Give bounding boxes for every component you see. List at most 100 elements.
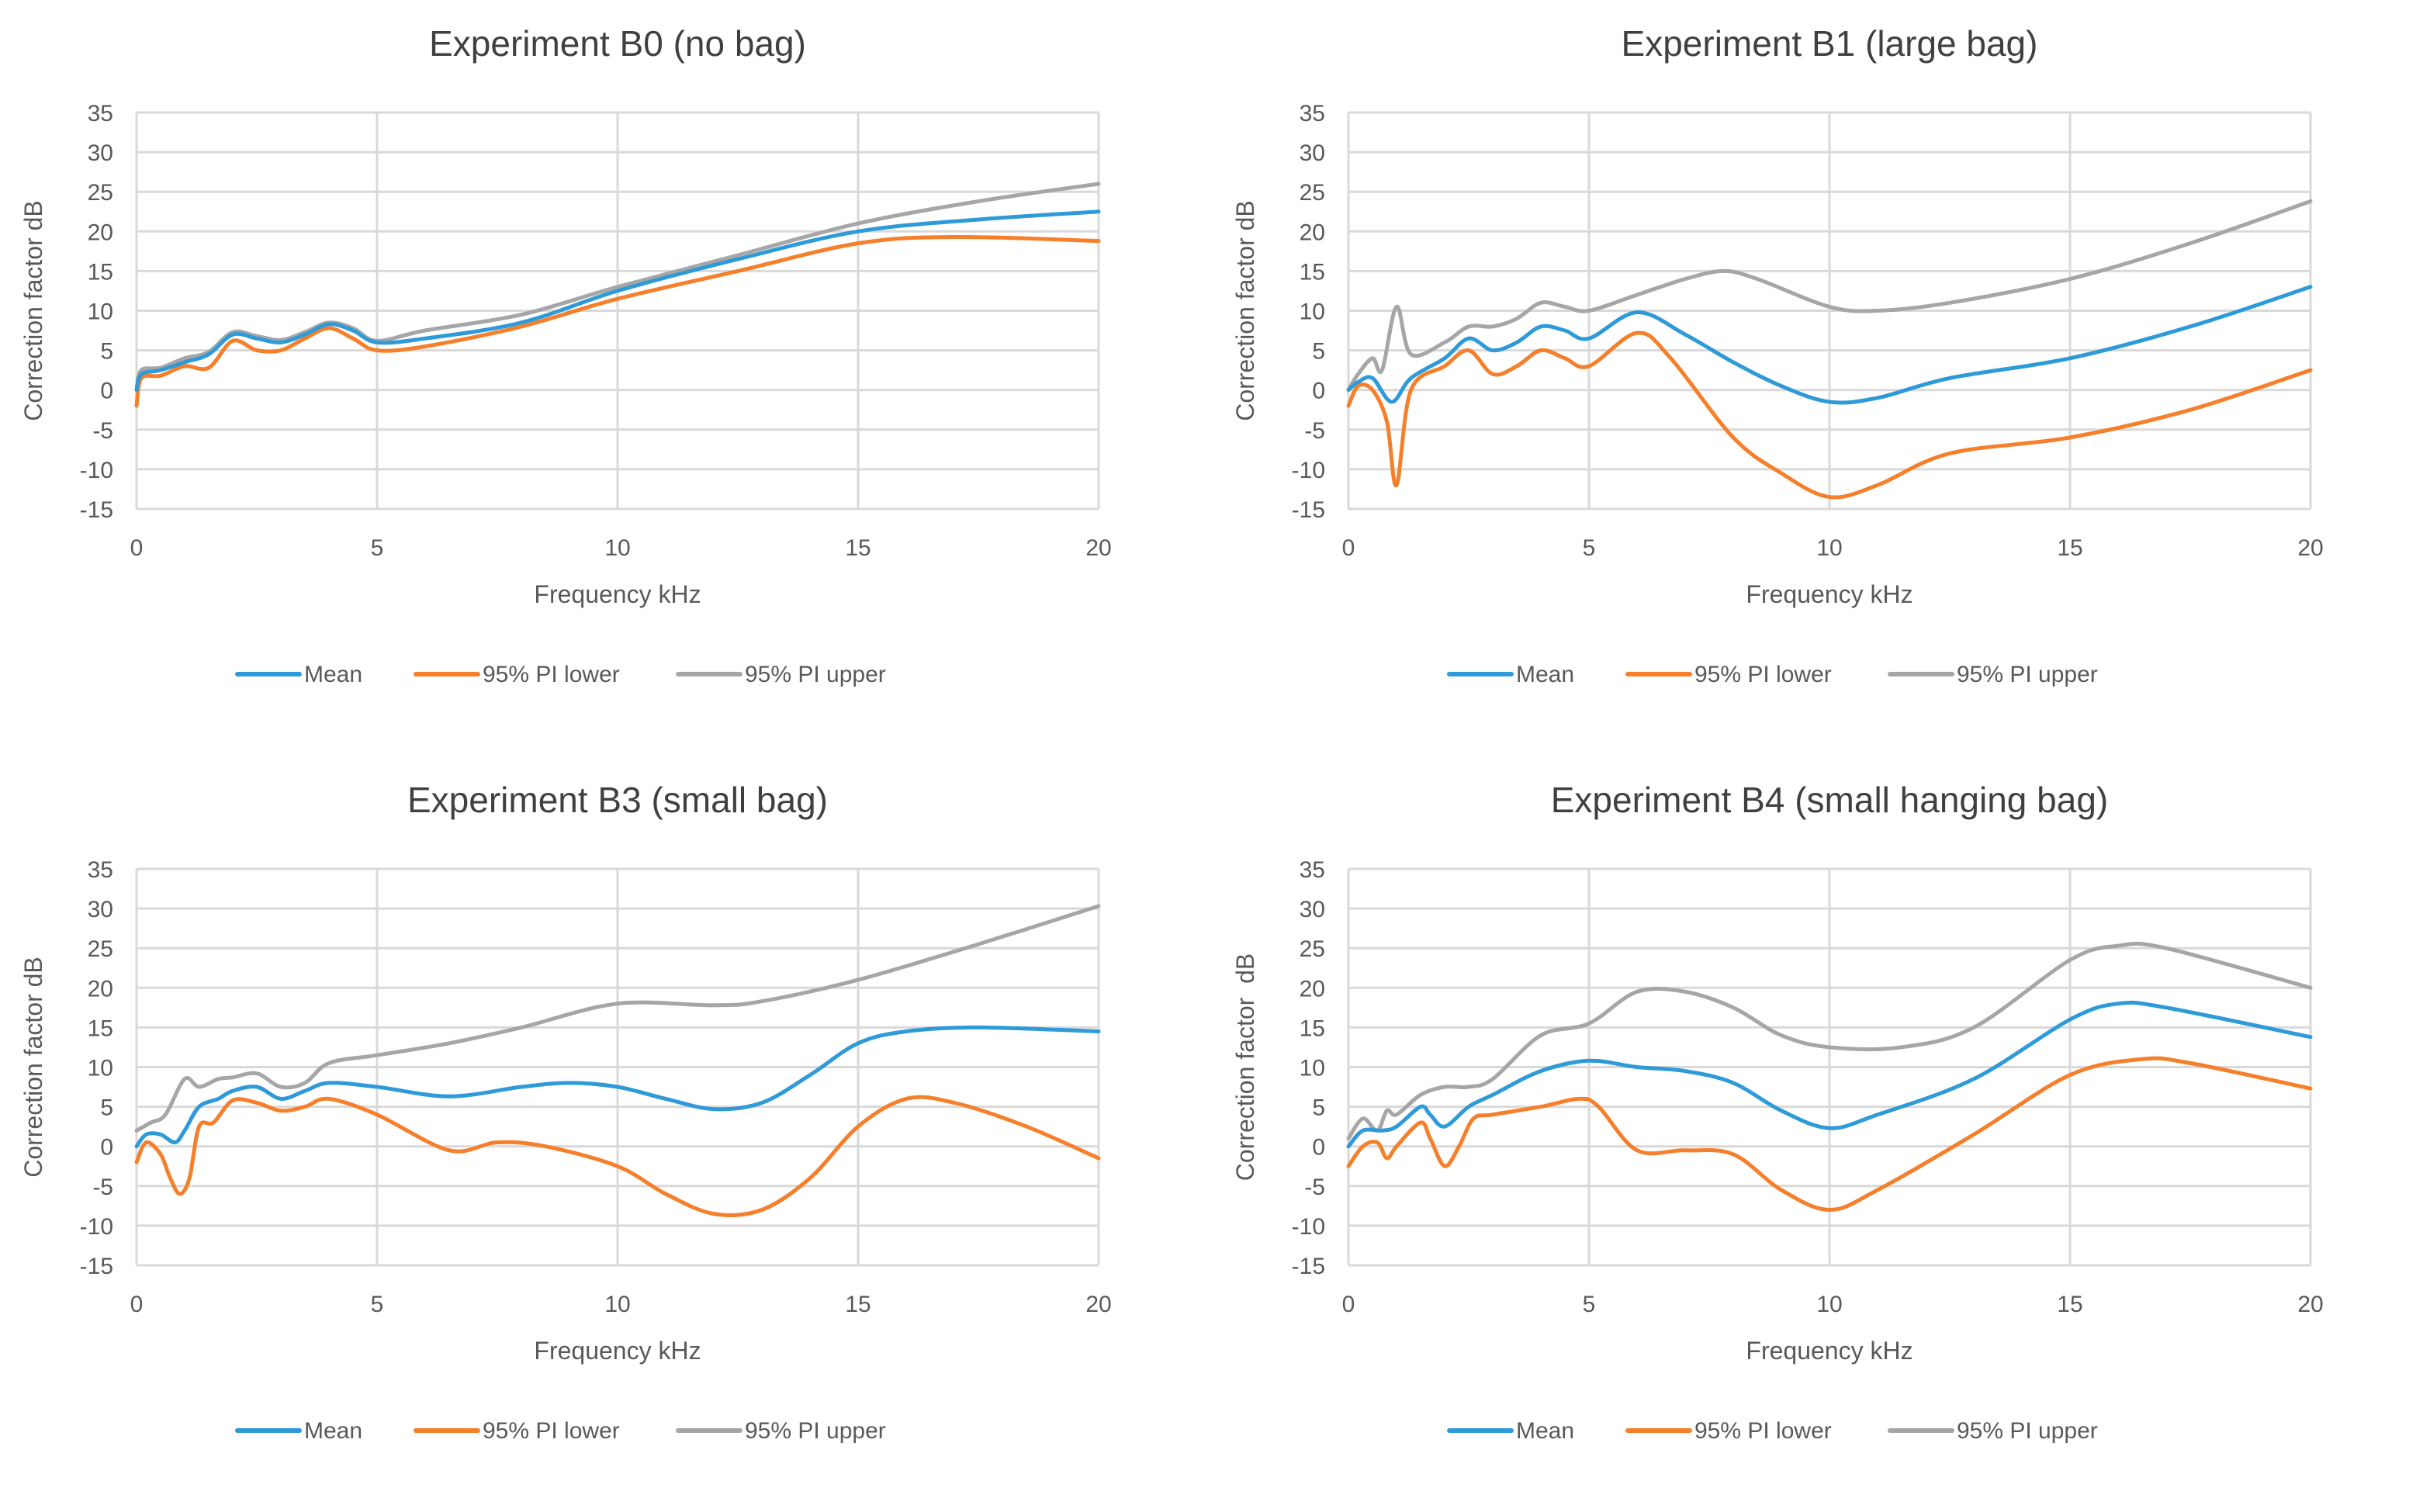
legend-label: 95% PI lower [483, 1418, 620, 1444]
legend-item-95-pi-lower: 95% PI lower [1625, 1418, 1832, 1444]
legend-label: 95% PI upper [1957, 662, 2098, 687]
y-tick-label: 30 [1300, 897, 1325, 922]
x-tick-label: 20 [1085, 1292, 1111, 1317]
y-tick-label: 5 [1312, 339, 1325, 365]
x-tick-label: 5 [371, 1292, 384, 1317]
y-tick-label: 0 [1312, 1135, 1325, 1161]
chart-b4-svg: Experiment B4 (small hanging bag) -15 -10 -… [1231, 780, 2324, 1444]
y-tick-label: 5 [100, 339, 113, 365]
y-tick-label: 25 [1300, 180, 1325, 206]
series-line-95-pi-upper [1346, 941, 2313, 1140]
y-tick-label: -5 [92, 1175, 113, 1200]
x-axis-label: Frequency kHz [534, 580, 701, 608]
y-axis-label: Correction factor dB [1231, 953, 1259, 1181]
y-tick-label: 20 [88, 220, 113, 245]
chart-b0-svg: Experiment B0 (no bag) -15 -10 -5 0 5 10 15 20 25… [19, 23, 1112, 687]
y-axis-label: Correction factor dB [1231, 200, 1259, 421]
y-tick-label: -15 [1292, 497, 1325, 523]
y-tick-label: 35 [1300, 101, 1325, 126]
legend-label: Mean [1516, 662, 1574, 687]
y-tick-label: 15 [88, 259, 113, 285]
series-line-mean [1346, 285, 2313, 405]
y-tick-label: 20 [1300, 976, 1325, 1002]
y-tick-label: 0 [100, 1135, 113, 1161]
x-tick-label: 0 [130, 1292, 144, 1317]
series-line-mean [134, 209, 1101, 393]
legend-item-mean: Mean [1447, 662, 1574, 687]
series-line-95-pi-lower [1346, 330, 2313, 500]
legend-item-95-pi-upper: 95% PI upper [1888, 1418, 2098, 1444]
chart-title: Experiment B0 (no bag) [429, 23, 806, 64]
legend-label: Mean [304, 662, 362, 687]
x-tick-label: 0 [1342, 1292, 1355, 1317]
y-tick-label: 25 [88, 936, 113, 962]
y-tick-label: -15 [80, 497, 113, 523]
x-tick-label: 15 [845, 535, 871, 561]
x-tick-label: 10 [1816, 1292, 1842, 1317]
legend-item-95-pi-lower: 95% PI lower [1625, 662, 1832, 687]
x-tick-label: 20 [2297, 1292, 2323, 1317]
x-axis-label: Frequency kHz [1746, 1337, 1912, 1365]
legend-item-95-pi-upper: 95% PI upper [676, 662, 886, 687]
y-tick-label: -10 [80, 1214, 113, 1240]
legend-label: 95% PI lower [1694, 1418, 1832, 1444]
y-tick-label: 10 [1300, 1056, 1325, 1081]
x-tick-label: 10 [604, 1292, 630, 1317]
series-line-mean [134, 1025, 1101, 1149]
y-tick-label: -5 [1304, 1175, 1325, 1200]
y-tick-label: 15 [1300, 259, 1325, 285]
chart-b3-panel: Experiment B3 (small bag) -15 -10 -5 0 5 10 15 2… [0, 756, 1211, 1512]
x-tick-label: 15 [845, 1292, 871, 1317]
legend-item-mean: Mean [235, 1418, 362, 1444]
chart-b0-panel: Experiment B0 (no bag) -15 -10 -5 0 5 10 15 20 25… [0, 0, 1211, 756]
legend-item-mean: Mean [1447, 1418, 1574, 1444]
y-tick-label: 35 [88, 857, 113, 883]
series-line-95-pi-lower [1346, 1056, 2313, 1212]
x-tick-label: 0 [130, 535, 144, 561]
x-tick-label: 10 [1816, 535, 1842, 561]
y-axis-label: Correction factor dB [19, 200, 47, 421]
x-tick-label: 0 [1342, 535, 1355, 561]
legend-label: Mean [1516, 1418, 1574, 1444]
y-tick-label: -15 [1292, 1254, 1325, 1279]
x-tick-label: 15 [2057, 1292, 2082, 1317]
y-tick-label: 5 [1312, 1095, 1325, 1121]
legend-item-mean: Mean [235, 662, 362, 687]
x-tick-label: 5 [1583, 535, 1596, 561]
y-tick-label: -10 [80, 458, 113, 483]
y-tick-label: 20 [88, 976, 113, 1002]
chart-title: Experiment B4 (small hanging bag) [1551, 780, 2108, 820]
y-tick-label: 25 [1300, 936, 1325, 962]
y-tick-label: -15 [80, 1254, 113, 1279]
y-tick-label: -5 [1304, 418, 1325, 444]
x-tick-label: 20 [1085, 535, 1111, 561]
y-tick-label: 15 [1300, 1015, 1325, 1041]
legend-label: 95% PI upper [745, 662, 886, 687]
x-axis-label: Frequency kHz [534, 1337, 701, 1365]
series-line-95-pi-lower [134, 1095, 1101, 1217]
x-axis-label: Frequency kHz [1746, 580, 1912, 608]
y-tick-label: 35 [88, 101, 113, 126]
y-tick-label: -5 [92, 418, 113, 444]
chart-b1-panel: Experiment B1 (large bag) -15 -10 -5 0 5 10 15 2… [1212, 0, 2423, 756]
y-tick-label: -10 [1292, 1214, 1325, 1240]
x-tick-label: 5 [371, 535, 384, 561]
y-tick-label: 35 [1300, 857, 1325, 883]
y-tick-label: 20 [1300, 220, 1325, 245]
chart-b1-svg: Experiment B1 (large bag) -15 -10 -5 0 5 10 15 2… [1231, 23, 2324, 687]
y-tick-label: 30 [88, 140, 113, 166]
legend-label: Mean [304, 1418, 362, 1444]
legend-label: 95% PI upper [1957, 1418, 2098, 1444]
y-tick-label: 30 [88, 897, 113, 922]
legend-item-95-pi-lower: 95% PI lower [414, 1418, 620, 1444]
chart-title: Experiment B3 (small bag) [407, 780, 828, 820]
series-line-95-pi-lower [134, 234, 1101, 408]
legend-label: 95% PI lower [1694, 662, 1832, 687]
legend-label: 95% PI lower [483, 662, 620, 687]
y-axis-label: Correction factor dB [19, 957, 47, 1178]
series-line-95-pi-upper [134, 904, 1101, 1133]
y-tick-label: 0 [100, 379, 113, 404]
y-tick-label: 15 [88, 1015, 113, 1041]
chart-b4-panel: Experiment B4 (small hanging bag) -15 -10 -… [1212, 756, 2423, 1512]
y-tick-label: -10 [1292, 458, 1325, 483]
